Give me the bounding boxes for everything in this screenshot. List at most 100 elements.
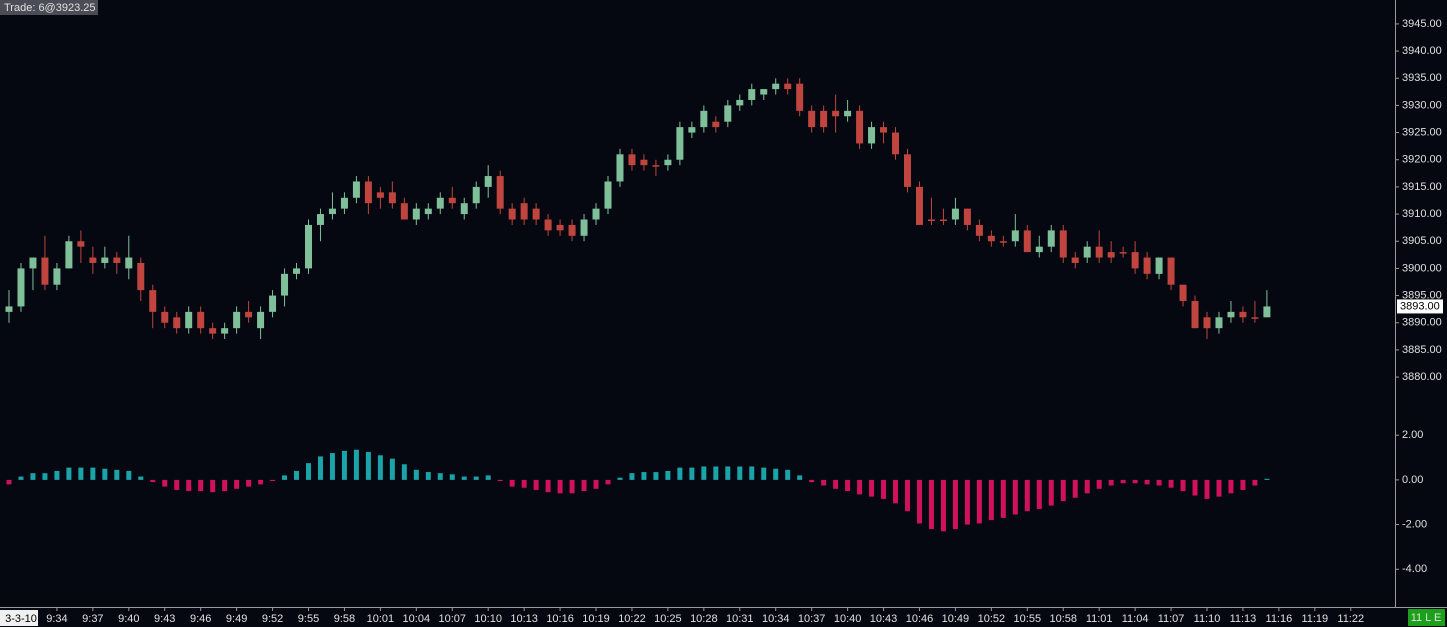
candle-body <box>29 257 37 269</box>
candle-body <box>17 268 25 307</box>
candle-body <box>736 99 744 106</box>
histogram-bar <box>306 463 311 480</box>
candle-body <box>137 262 145 291</box>
candle-body <box>316 214 324 225</box>
histogram-bar <box>389 458 395 480</box>
histogram-bar <box>1144 479 1150 485</box>
histogram-bar <box>317 456 323 480</box>
candle-body <box>568 224 576 236</box>
histogram-bar <box>497 479 503 482</box>
candle-body <box>245 311 253 318</box>
histogram-bar <box>1264 478 1270 480</box>
candle-body <box>305 224 312 269</box>
histogram-bar <box>1096 479 1102 489</box>
histogram-bar <box>425 472 431 480</box>
histogram-bar <box>473 476 479 480</box>
candle-body <box>904 154 911 187</box>
histogram-bar <box>916 479 922 524</box>
x-tick-label: 11:19 <box>1301 613 1328 625</box>
histogram-bar <box>54 470 60 480</box>
histogram-bar <box>1012 479 1018 515</box>
x-tick-label: 11:22 <box>1337 613 1364 625</box>
candle-body <box>125 257 133 269</box>
candle-body <box>676 127 684 160</box>
y-tick-label: 3910.00 <box>1402 208 1442 220</box>
histogram-bar <box>365 451 371 480</box>
candle-body <box>939 219 947 222</box>
y-tick-label: -2.00 <box>1402 518 1427 530</box>
histogram-bar <box>6 479 12 485</box>
candle-body <box>963 208 971 225</box>
candle-body <box>65 241 73 269</box>
candle-body <box>1071 257 1079 263</box>
candle-body <box>796 83 804 111</box>
candle-body <box>149 290 157 312</box>
histogram-bar <box>1072 479 1078 498</box>
histogram-bar <box>785 469 791 480</box>
candle-body <box>915 186 923 225</box>
candle-body <box>388 192 396 204</box>
price-marker-label: 3893.00 <box>1400 300 1440 312</box>
candle-body <box>233 311 241 329</box>
candle-body <box>832 110 840 117</box>
x-tick-label: 10:49 <box>942 613 970 625</box>
histogram-bar <box>749 466 755 480</box>
candle-body <box>400 203 408 220</box>
x-tick-label: 10:46 <box>906 613 934 625</box>
candle-body <box>484 176 492 187</box>
histogram-bar <box>773 468 779 480</box>
histogram-bar <box>270 479 276 482</box>
histogram-bar <box>377 455 383 480</box>
histogram-bar <box>1120 479 1126 484</box>
candle-body <box>880 127 888 133</box>
x-tick-label: 10:07 <box>438 613 466 625</box>
candle-body <box>987 235 995 242</box>
histogram-bar <box>940 479 946 532</box>
histogram-bar <box>881 479 887 499</box>
candle-body <box>161 311 169 323</box>
candle-body <box>1239 311 1247 318</box>
histogram-bar <box>581 479 587 492</box>
histogram-bar <box>1156 479 1162 486</box>
candle-body <box>580 219 588 236</box>
histogram-bar <box>449 474 455 480</box>
histogram-bar <box>869 479 875 497</box>
candle-body <box>1095 246 1103 258</box>
candle-body <box>1143 257 1151 274</box>
histogram-bar <box>1000 479 1006 518</box>
candle-body <box>508 208 516 220</box>
x-tick-label: 9:46 <box>190 613 211 625</box>
x-tick-label: 3-3-10 <box>5 613 37 625</box>
x-tick-label: 9:49 <box>226 613 247 625</box>
histogram-bar <box>1108 479 1114 486</box>
candle-body <box>892 132 900 155</box>
histogram-bar <box>701 466 707 480</box>
histogram-bar <box>198 479 204 492</box>
histogram-bar <box>857 479 863 495</box>
x-tick-label: 10:31 <box>726 613 754 625</box>
histogram-bar <box>653 472 659 480</box>
histogram-bar <box>353 449 359 480</box>
candle-body <box>544 219 552 231</box>
histogram-bar <box>294 470 300 480</box>
candle-body <box>340 197 348 209</box>
histogram-bar <box>90 467 96 480</box>
histogram-bar <box>210 479 216 493</box>
y-tick-label: 0.00 <box>1402 474 1423 486</box>
histogram-bar <box>114 469 120 480</box>
histogram-bar <box>1168 479 1174 488</box>
x-tick-label: 10:40 <box>834 613 862 625</box>
histogram-bar <box>761 467 767 480</box>
histogram-bar <box>905 479 910 512</box>
candle-body <box>844 110 852 117</box>
candle-body <box>868 127 876 144</box>
candle-body <box>209 328 217 334</box>
x-tick-label: 9:34 <box>46 613 67 625</box>
histogram-bar <box>282 475 288 480</box>
candle-body <box>53 268 61 285</box>
candle-body <box>951 208 959 220</box>
y-tick-label: 3920.00 <box>1402 154 1442 166</box>
histogram-bar <box>928 479 934 530</box>
y-tick-label: 3915.00 <box>1402 181 1442 193</box>
histogram-bar <box>1252 479 1258 486</box>
